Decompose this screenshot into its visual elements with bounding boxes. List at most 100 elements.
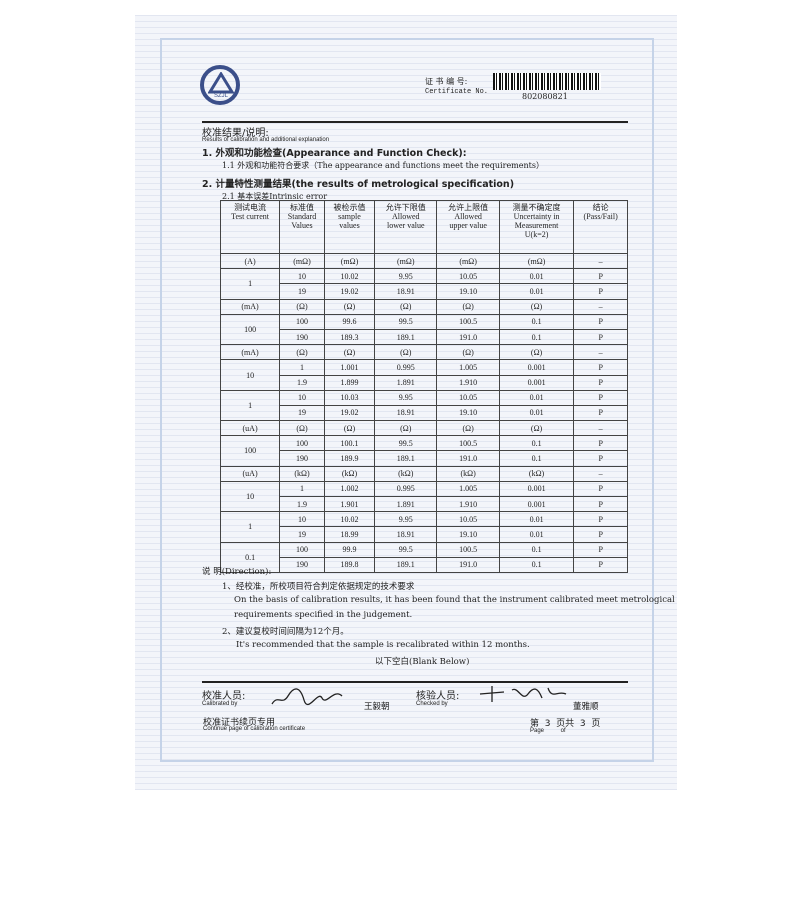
value-cell: 0.001 [498, 480, 575, 498]
value-cell: 0.1 [498, 541, 575, 558]
table-row: 1.9 1.899 1.891 1.910 0.001 P [221, 374, 628, 391]
value-cell: 19.10 [436, 404, 500, 422]
value-cell: 100.5 [436, 435, 500, 452]
value-cell: P [573, 480, 628, 498]
value-cell: 10 [279, 268, 325, 285]
unit-cell: (Ω) [374, 420, 438, 437]
unit-row: (mA) (Ω) (Ω) (Ω) (Ω) (Ω) – [219, 344, 628, 361]
value-cell: 1.9 [279, 374, 325, 391]
unit-cell: (A) [219, 252, 281, 270]
unit-cell: – [573, 298, 628, 315]
section-2-1: 2.1 基本误差Intrinsic error [222, 192, 328, 201]
table-row: 1.9 1.901 1.891 1.910 0.001 P [221, 495, 628, 513]
cert-number-label: 证 书 编 号: [425, 77, 468, 86]
value-cell: 1 [279, 359, 325, 376]
value-cell: 0.1 [498, 313, 575, 330]
value-cell: P [573, 404, 628, 422]
column-header: 允许上限值 Allowed upper value [436, 200, 500, 254]
table-row: 1 10 10.03 9.95 10.05 0.01 P [219, 389, 628, 422]
value-cell: 9.95 [374, 511, 438, 528]
value-cell: 0.001 [498, 359, 575, 376]
unit-cell: (kΩ) [498, 465, 575, 482]
value-cell: 0.01 [498, 526, 575, 543]
page-number-en: Page of [530, 728, 566, 734]
unit-cell: (mΩ) [374, 252, 438, 270]
value-cell: 99.9 [323, 541, 376, 558]
table-row: 190 189.9 189.1 191.0 0.1 P [221, 450, 628, 467]
value-cell: 189.3 [323, 328, 376, 346]
value-cell: 19 [279, 526, 325, 543]
cert-number: 802080821 [522, 92, 568, 101]
value-cell: 100 [279, 541, 325, 558]
unit-cell: (kΩ) [323, 465, 376, 482]
value-cell: P [573, 359, 628, 376]
table-row: 100 100 100.1 99.5 100.5 0.1 P [219, 435, 628, 467]
value-cell: P [573, 511, 628, 528]
value-cell: 1.910 [436, 495, 500, 513]
unit-cell: (Ω) [323, 420, 376, 437]
unit-cell: (Ω) [436, 344, 500, 361]
svg-text:SZJL: SZJL [214, 93, 229, 98]
value-cell: 9.95 [374, 268, 438, 285]
divider [202, 681, 628, 683]
value-cell: 19.02 [323, 404, 376, 422]
direction-item-1: 1、经校准，所校项目符合判定依据规定的技术要求 [222, 582, 415, 592]
unit-cell: (Ω) [436, 298, 500, 315]
value-cell: 1.002 [323, 480, 376, 498]
test-current-cell: 100 [219, 313, 281, 346]
value-cell: 10.02 [323, 511, 376, 528]
continue-page-en: Continue page of calibration certificate [203, 726, 306, 732]
value-cell: 191.0 [436, 556, 500, 573]
intrinsic-error-table: 测试电流 Test current 标准值 Standard Values 被检示值… [219, 200, 628, 573]
calibrated-by-en: Calibrated by [202, 701, 238, 707]
unit-row: (A) (mΩ) (mΩ) (mΩ) (mΩ) (mΩ) – [219, 252, 628, 270]
value-cell: 0.995 [374, 480, 438, 498]
test-current-cell: 1 [219, 268, 281, 300]
value-cell: 190 [279, 450, 325, 467]
value-cell: P [573, 495, 628, 513]
continue-page-label: 校准证书续页专用 [203, 718, 276, 728]
test-current-cell: 1 [219, 389, 281, 422]
table-row: 190 189.3 189.1 191.0 0.1 P [221, 328, 628, 346]
unit-cell: – [573, 252, 628, 270]
value-cell: 191.0 [436, 450, 500, 467]
page-number: 第 3 页共 3 页 [530, 719, 601, 729]
value-cell: 1.005 [436, 359, 500, 376]
direction-item-2-en: It's recommended that the sample is reca… [236, 640, 530, 650]
value-cell: 0.1 [498, 435, 575, 452]
unit-cell: (Ω) [279, 344, 325, 361]
checker-signature [479, 686, 567, 702]
section-2-heading: 2. 计量特性测量结果(the results of metrological … [202, 179, 515, 190]
value-cell: 0.01 [498, 389, 575, 406]
value-cell: 99.6 [323, 313, 376, 330]
value-cell: 19 [279, 283, 325, 300]
unit-cell: (Ω) [498, 298, 575, 315]
table-row: 1 10 10.02 9.95 10.05 0.01 P [219, 511, 628, 543]
calibrated-by-label: 校准人员: [202, 691, 246, 702]
table-row: 190 189.8 189.1 191.0 0.1 P [221, 556, 628, 573]
unit-cell: (kΩ) [436, 465, 500, 482]
unit-cell: (mΩ) [436, 252, 500, 270]
value-cell: 0.01 [498, 511, 575, 528]
direction-item-1-en: On the basis of calibration results, it … [234, 595, 675, 605]
unit-cell: (Ω) [498, 420, 575, 437]
value-cell: 1.9 [279, 495, 325, 513]
unit-cell: (Ω) [374, 298, 438, 315]
value-cell: 0.001 [498, 374, 575, 391]
value-cell: 10 [279, 511, 325, 528]
value-cell: 18.99 [323, 526, 376, 543]
section-1-heading: 1. 外观和功能检查(Appearance and Function Check… [202, 148, 467, 159]
unit-cell: (kΩ) [279, 465, 325, 482]
unit-cell: (Ω) [436, 420, 500, 437]
table-row: 19 18.99 18.91 19.10 0.01 P [221, 526, 628, 543]
value-cell: 189.9 [323, 450, 376, 467]
unit-cell: – [573, 420, 628, 437]
value-cell: 18.91 [374, 526, 438, 543]
value-cell: 19 [279, 404, 325, 422]
direction-item-1-en-2: requirements specified in the judgement. [234, 610, 413, 620]
value-cell: 0.01 [498, 283, 575, 300]
value-cell: P [573, 328, 628, 346]
value-cell: P [573, 268, 628, 285]
unit-cell: (Ω) [374, 344, 438, 361]
unit-cell: (mΩ) [498, 252, 575, 270]
